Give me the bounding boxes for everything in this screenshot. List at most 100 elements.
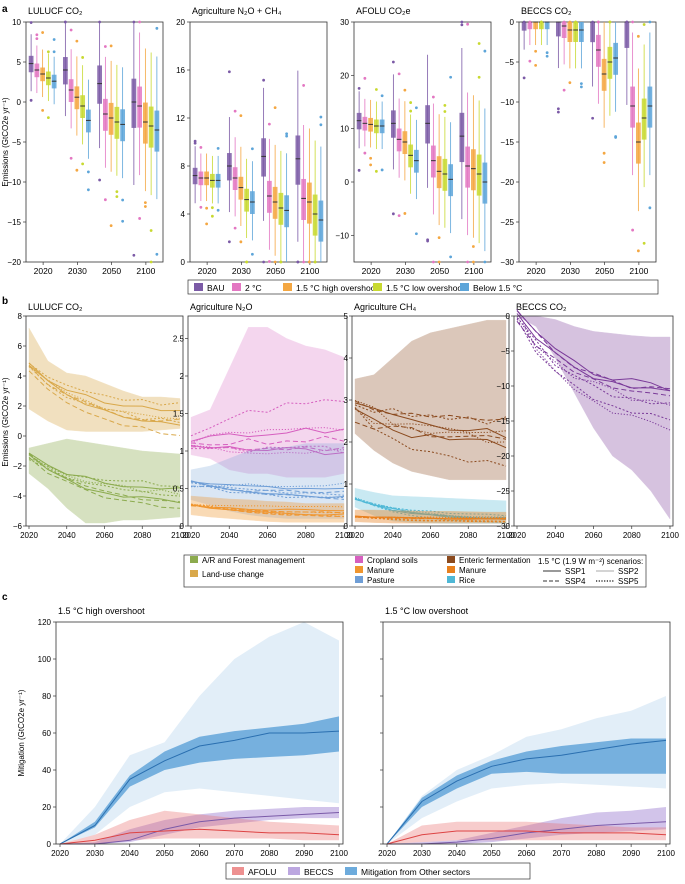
box-outlier [363, 76, 367, 80]
panel-b-xticklabel-2: 2040 [384, 531, 402, 540]
box-BAU [97, 65, 102, 104]
panel-c-xticklabel-0: 2060 [191, 849, 209, 858]
panel-b-yticklabel-2: 3 [344, 396, 349, 405]
panel-b-yticklabel-2: 5 [344, 312, 349, 321]
box-outlier [414, 106, 418, 110]
box-outlier [562, 88, 566, 92]
box-outlier [534, 49, 538, 53]
band-other-range [60, 622, 339, 844]
box-outlier [591, 116, 595, 120]
box-HO [567, 22, 573, 42]
box-outlier [477, 42, 481, 45]
scenario-line [354, 498, 507, 520]
band-area [28, 438, 181, 524]
legend-swatch-afolu [232, 867, 244, 875]
box-B15 [120, 109, 126, 142]
box-outlier [522, 76, 526, 80]
box-outlier [109, 224, 113, 228]
box-HO [635, 122, 641, 164]
panel-b-xticklabel-3: 2100 [661, 531, 679, 540]
box-LO [607, 46, 613, 79]
box-outlier [86, 188, 90, 192]
legend-label-ssp5: SSP5 [618, 577, 639, 586]
box-outlier [121, 219, 125, 223]
panel-b-yticklabel-1: 0 [180, 522, 185, 531]
box-outlier [591, 20, 595, 24]
box-outlier [75, 168, 79, 172]
box-outlier [443, 103, 447, 107]
box-BAU [624, 22, 630, 48]
box-2C [595, 34, 601, 67]
box-outlier [648, 206, 652, 210]
scenario-line [28, 452, 181, 490]
box-outlier [522, 20, 526, 24]
box-outlier [471, 245, 475, 248]
panel-a: Emissions (GtCO2e yr⁻¹) LULUCF CO₂ 10 5 0 −5 −… [1, 6, 659, 295]
box-outlier [302, 84, 306, 87]
box-HO [142, 102, 148, 144]
legend-swatch-LO [373, 283, 382, 291]
box-HO [436, 156, 442, 189]
box-outlier [568, 20, 572, 24]
panel-b-xticklabel-0: 2020 [20, 531, 38, 540]
box-outlier [250, 147, 254, 151]
panel-a-title-2: AFOLU CO₂e [356, 6, 411, 16]
box-outlier [562, 20, 566, 24]
box-BAU [226, 153, 232, 181]
panel-b-yticklabel-0: 4 [18, 372, 23, 381]
box-outlier [115, 195, 119, 199]
panel-a-frame-2 [353, 21, 492, 263]
panel-c-xticklabel-0: 2080 [260, 849, 278, 858]
panel-a-xlabel-1: 2030 [232, 266, 251, 276]
box-B15 [250, 191, 255, 214]
box-outlier [69, 156, 73, 160]
box-outlier [636, 249, 640, 253]
panel-a-frame-3 [518, 21, 657, 263]
band-area [190, 495, 345, 523]
box-BAU [390, 110, 396, 138]
panel-b-xticklabel-3: 2040 [546, 531, 564, 540]
panel-a-yticklabel-1: 8 [181, 162, 186, 171]
band-area [28, 327, 181, 432]
box-2C [430, 145, 436, 178]
legend-label-enteric: Enteric fermentation [459, 556, 531, 565]
panel-b-xticklabel-1: 2060 [259, 531, 277, 540]
panel-b-title-1: Agriculture N₂O [190, 302, 253, 312]
box-outlier [149, 260, 153, 264]
panel-label-c: c [2, 592, 8, 603]
box-LO [408, 144, 414, 168]
box-BAU [555, 22, 561, 37]
panel-c: Mitigation (GtCO2e yr⁻¹) 1.5 °C high over… [17, 606, 675, 880]
panel-a-xlabel-2: 2020 [362, 266, 381, 276]
panel-a-xlabel-1: 2020 [198, 266, 217, 276]
box-outlier [642, 241, 646, 245]
panel-a-title-1: Agriculture N₂O + CH₄ [192, 6, 282, 16]
box-outlier [409, 109, 413, 113]
scenario-line [516, 318, 671, 421]
panel-b-xticklabel-2: 2060 [422, 531, 440, 540]
panel-a-yticklabel-0: −5 [12, 138, 22, 147]
panel-c-title-1: 1.5 °C low overshoot [385, 606, 469, 616]
legend-label-crop: Cropland soils [367, 556, 418, 565]
box-2C [630, 86, 635, 128]
box-outlier [369, 163, 373, 167]
panel-b-frame-2 [351, 315, 510, 527]
panel-b-yticklabel-1: 1 [180, 447, 185, 456]
box-LO [641, 98, 647, 140]
legend-frame-a [187, 279, 659, 295]
scenario-line [28, 459, 181, 497]
box-outlier [98, 178, 102, 182]
panel-c-xticklabel-1: 2070 [552, 849, 570, 858]
box-outlier [608, 20, 612, 24]
box-HO [238, 176, 244, 200]
panel-a-xlabel-0: 2020 [34, 266, 53, 276]
legend-frame-c [225, 862, 531, 880]
panel-a-yticklabel-3: 0 [510, 18, 515, 27]
scenario-line [190, 504, 345, 514]
box-outlier [285, 132, 289, 136]
box-outlier [155, 26, 159, 30]
band-area [516, 315, 671, 520]
box-outlier [69, 28, 73, 32]
